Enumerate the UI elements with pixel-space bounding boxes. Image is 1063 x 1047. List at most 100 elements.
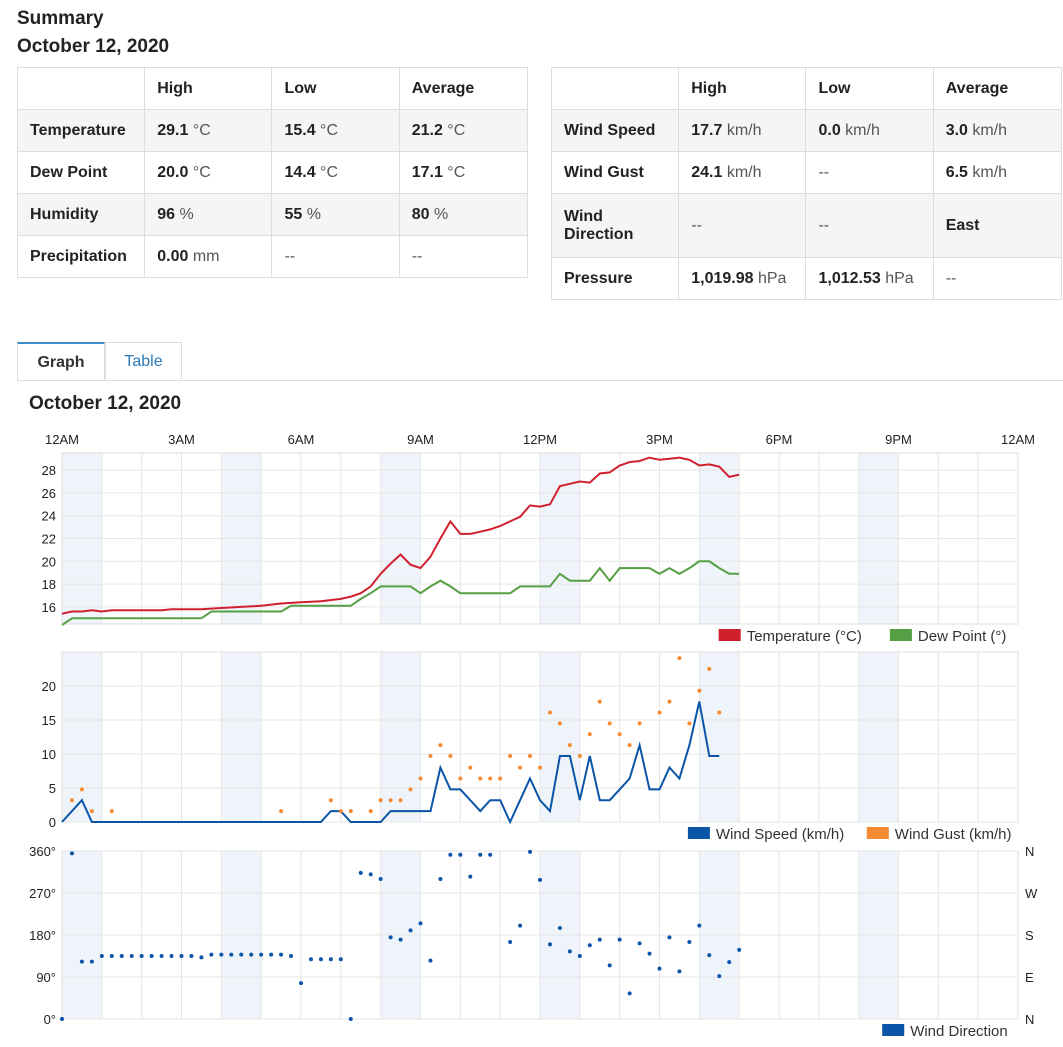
legend-swatch: [882, 1024, 905, 1036]
right-table-header-cell: Average: [932, 67, 1063, 110]
wind_speed-line: [61, 701, 720, 825]
wind_gust-point: [697, 688, 702, 693]
wind_direction-point: [408, 928, 413, 933]
wind_direction-point: [547, 942, 552, 947]
wind_direction-point: [617, 937, 622, 942]
compass-tick-label: W: [1025, 886, 1038, 901]
y-tick-label: 28: [42, 463, 56, 478]
wind_gust-point: [687, 721, 692, 726]
y-tick-label: 5: [49, 781, 56, 796]
wind_direction-point: [308, 957, 313, 962]
left-table-cell: 20.0 °C: [144, 151, 273, 194]
y-tick-label: 360°: [29, 844, 56, 859]
y-tick-label: 20: [42, 554, 56, 569]
wind_direction-point: [557, 926, 562, 930]
y-tick-label: 20: [42, 679, 56, 694]
summary-heading: Summary: [17, 8, 104, 29]
summary-date: October 12, 2020: [17, 36, 170, 57]
wind_direction-point: [279, 952, 284, 957]
summary-table-right: High Low Average Wind Speed 17.7 km/h 0.0 km/…: [550, 67, 1063, 300]
wind_direction-point: [259, 952, 264, 957]
legend-swatch: [889, 629, 912, 641]
wind_gust-point: [448, 754, 453, 759]
wind_direction-point: [657, 966, 662, 971]
left-table-header-cell: High: [144, 67, 273, 110]
right-table-cell: --: [932, 257, 1063, 300]
tab-divider: [17, 380, 1063, 381]
wind_gust-point: [637, 721, 642, 726]
legend-label: Wind Speed (km/h): [716, 826, 844, 843]
wind_direction-point: [597, 937, 602, 942]
wind_direction-point: [69, 851, 74, 856]
wind_direction-point: [378, 877, 383, 881]
wind_direction-point: [418, 921, 423, 926]
wind_gust-point: [707, 667, 712, 671]
left-table-cell: --: [271, 235, 400, 278]
wind_direction-point: [737, 947, 742, 952]
legend-label: Wind Gust (km/h): [895, 826, 1012, 843]
left-table-cell: 80 %: [398, 193, 529, 236]
dew_point-line: [61, 560, 740, 626]
wind_direction-point: [239, 952, 244, 957]
right-table-header-cell: Low: [805, 67, 934, 110]
right-table-cell: --: [805, 193, 934, 258]
y-tick-label: 26: [42, 486, 56, 501]
y-tick-label: 18: [42, 577, 56, 592]
left-table-row-label: Temperature: [16, 109, 146, 152]
wind_direction-point: [348, 1017, 353, 1021]
wind_gust-point: [408, 787, 413, 792]
wind_gust-point: [338, 809, 343, 814]
x-tick-label: 3PM: [646, 432, 673, 447]
wind_direction-point: [627, 991, 632, 996]
wind_direction-point: [119, 954, 124, 958]
wind_direction-point: [318, 957, 323, 962]
right-table-row-label: Wind Speed: [550, 109, 680, 152]
wind_direction-point: [299, 981, 303, 986]
wind_gust-point: [717, 710, 722, 715]
wind_gust-point: [617, 732, 622, 737]
y-tick-label: 16: [42, 600, 56, 615]
wind_gust-point: [418, 776, 423, 781]
compass-tick-label: N: [1025, 844, 1034, 859]
y-tick-label: 15: [42, 713, 56, 728]
left-table-header-cell: Average: [398, 67, 529, 110]
wind_direction-point: [607, 963, 612, 968]
wind_direction-point: [328, 957, 333, 962]
wind_direction-point: [79, 959, 84, 964]
wind_direction-point: [677, 969, 682, 974]
right-table-cell: 17.7 km/h: [678, 109, 807, 152]
left-table-cell: 15.4 °C: [271, 109, 400, 152]
wind_direction-point: [189, 954, 194, 958]
wind_direction-point: [727, 960, 732, 965]
y-tick-label: 24: [42, 509, 56, 524]
wind_gust-point: [567, 743, 572, 748]
wind_direction-point: [159, 954, 164, 958]
time-band: [380, 652, 421, 822]
time-band: [62, 652, 102, 822]
wind_gust-point: [79, 787, 84, 792]
wind_gust-point: [478, 776, 483, 781]
tab-table[interactable]: Table: [105, 342, 182, 379]
wind_gust-point: [557, 721, 562, 726]
wind_direction-point: [129, 954, 134, 958]
right-table-cell: East: [932, 193, 1063, 258]
tab-graph[interactable]: Graph: [17, 342, 105, 381]
wind_direction-point: [637, 941, 642, 946]
weather-chart: 12AM 3AM 6AM 9AM 12PM 3PM 6PM 9PM 12AM 16 18 20 22 24…: [29, 432, 1038, 1040]
left-table-header-cell: Low: [271, 67, 400, 110]
legend-swatch: [718, 629, 741, 641]
wind_direction-point: [717, 974, 722, 979]
left-table-row-label: Humidity: [16, 193, 146, 236]
right-table-row: Pressure 1,019.98 hPa 1,012.53 hPa --: [550, 257, 1063, 300]
right-table-cell: --: [805, 151, 934, 194]
y-tick-label: 10: [42, 747, 56, 762]
right-table-cell: 24.1 km/h: [678, 151, 807, 194]
wind_gust-point: [378, 798, 383, 803]
wind_direction-point: [468, 874, 473, 879]
x-tick-label: 12AM: [1001, 432, 1035, 447]
wind_direction-point: [458, 852, 463, 857]
wind_direction-point: [169, 954, 174, 958]
left-table-cell: 0.00 mm: [144, 235, 273, 278]
right-table-header-row: High Low Average: [550, 67, 1063, 110]
wind_gust-point: [607, 721, 612, 726]
